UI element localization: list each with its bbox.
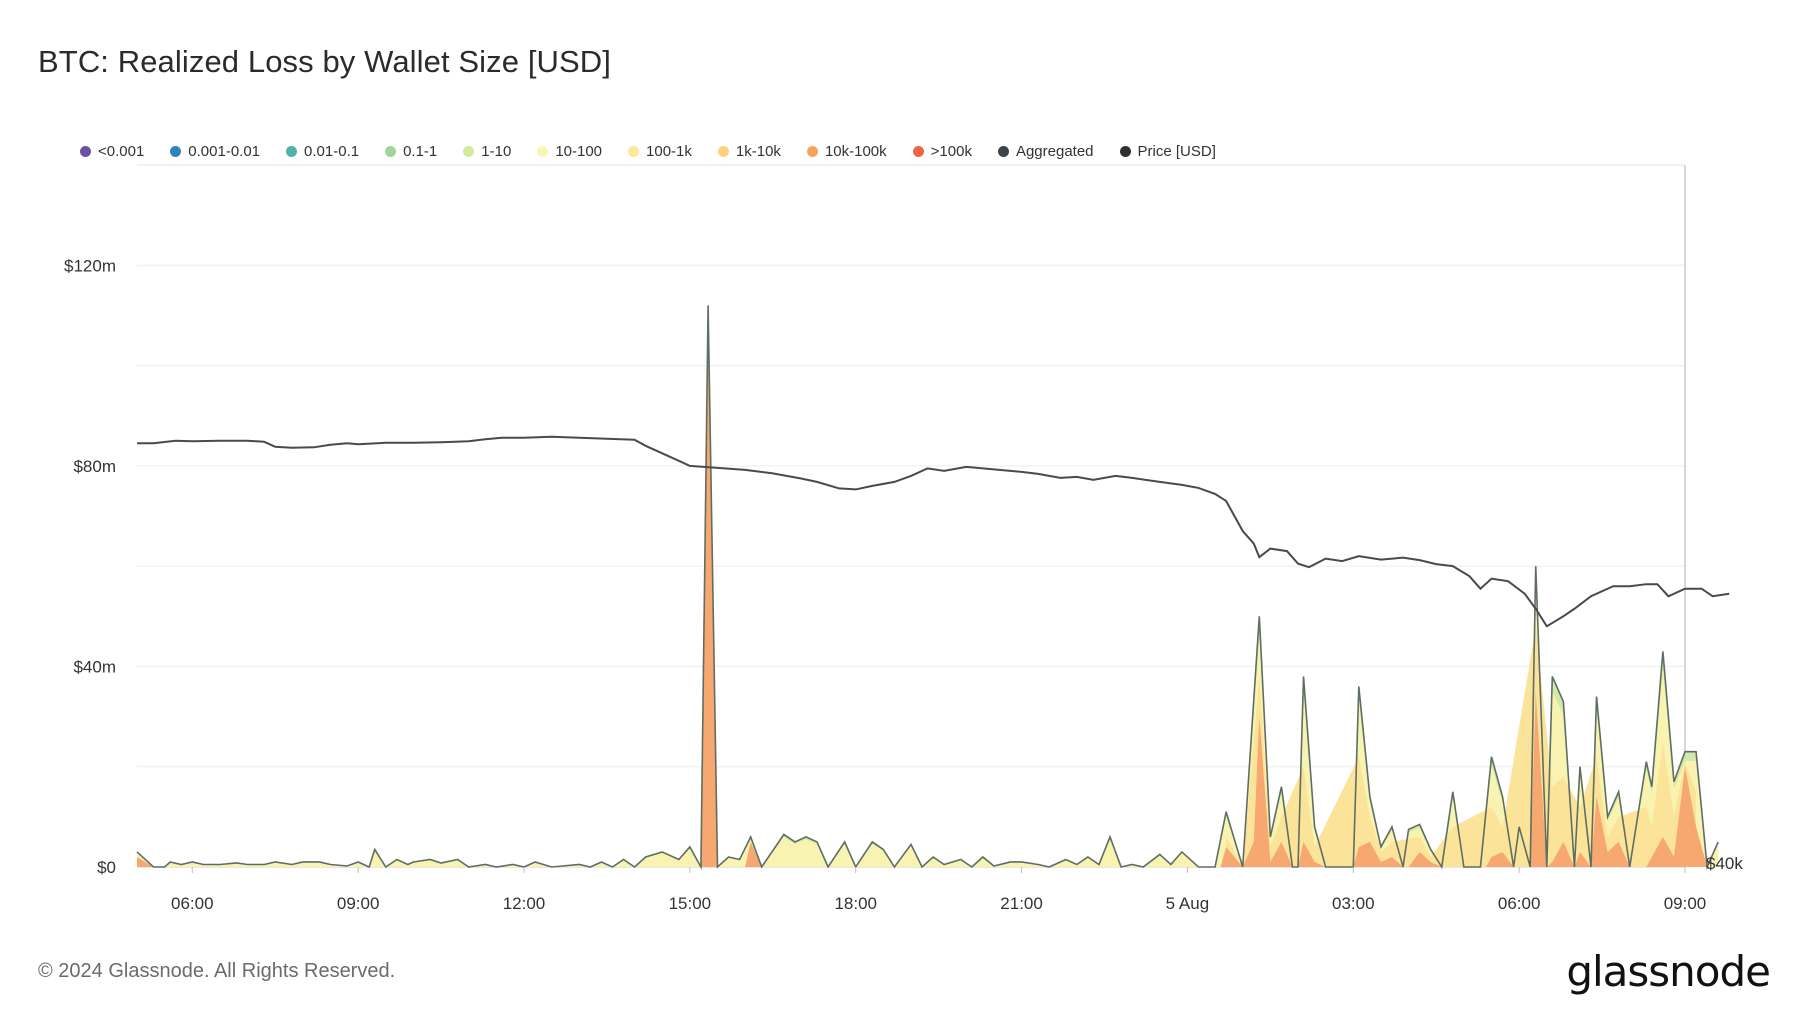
legend-label: 0.01-0.1 [304,142,360,160]
legend-dot [385,145,397,157]
legend-dot [717,145,729,157]
x-axis: 06:00 09:00 12:00 15:00 18:00 21:00 5 Aug 03:00… [171,867,1706,913]
legend-item-0-001-0-01[interactable]: 0.001-0.01 [170,143,260,160]
legend-dot [806,145,818,157]
legend-label: Aggregated [1015,142,1094,160]
area-1-10 [137,305,1719,867]
legend-label: 100-1k [646,142,692,160]
legend-dot [463,145,475,157]
legend-label: 0.001-0.01 [188,142,261,160]
y-right-tick-label: $40k [1706,854,1743,873]
legend-dot [80,145,91,157]
x-tick-label: 03:00 [1332,894,1375,913]
legend-item-100-1k[interactable]: 100-1k [628,143,692,160]
x-tick-label: 15:00 [669,894,712,913]
area-1k-10k [1226,626,1697,867]
legend-label: 10-100 [555,142,603,160]
copyright-text: © 2024 Glassnode. All Rights Reserved. [38,960,396,982]
area-10-100 [137,350,1719,867]
legend-item-10k-100k[interactable]: 10k-100k [806,142,887,160]
aggregated-line [136,305,1719,871]
legend-dot [170,145,182,157]
y-tick-label: $0 [97,858,116,877]
legend-item-1k-10k[interactable]: 1k-10k [717,142,781,160]
legend-label: 1-10 [481,142,512,160]
y-tick-label: $80m [73,457,116,476]
legend-label: <0.001 [98,142,145,160]
x-tick-label: 18:00 [834,894,877,913]
y-axis-left: $0 $40m $80m $120m [64,256,116,877]
x-tick-label: 12:00 [503,894,546,913]
y-tick-label: $40m [73,657,116,676]
x-tick-label: 06:00 [1498,894,1541,913]
legend-item-aggregated[interactable]: Aggregated [997,142,1094,160]
legend-item-0-01-0-1[interactable]: 0.01-0.1 [286,143,359,160]
legend-item-gt-100k[interactable]: >100k [912,142,972,160]
glassnode-logo: glassnode [1566,947,1771,996]
legend-label: Price [USD] [1137,142,1216,160]
chart-areas [137,305,1719,867]
legend-item-price[interactable]: Price [USD] [1119,142,1216,160]
legend-dot [628,145,640,157]
legend-label: >100k [930,142,972,160]
legend-item-1-10[interactable]: 1-10 [463,143,511,160]
legend-dot [1119,145,1131,157]
chart-legend: <0.001 0.001-0.01 0.01-0.1 0.1-1 1-10 10… [80,141,1242,161]
x-tick-label: 09:00 [337,894,380,913]
y-axis-right: $40k [1706,854,1743,873]
chart-canvas[interactable]: $0 $40m $80m $120m $40k 06:00 09:00 12:00 15:0… [0,0,1800,930]
area-10k-100k [137,305,1719,867]
chart-lines [136,305,1730,871]
legend-dot [912,145,924,157]
x-tick-label: 5 Aug [1166,894,1210,913]
legend-item-lt-0-001[interactable]: <0.001 [80,143,144,160]
legend-label: 1k-10k [735,142,781,160]
legend-label: 0.1-1 [403,142,438,160]
legend-label: 10k-100k [824,142,887,160]
legend-item-10-100[interactable]: 10-100 [537,143,602,160]
legend-dot [286,145,298,157]
legend-dot [997,145,1009,157]
x-tick-label: 09:00 [1664,894,1707,913]
price-line [137,435,1730,628]
x-tick-label: 06:00 [171,894,214,913]
legend-item-0-1-1[interactable]: 0.1-1 [385,143,437,160]
legend-dot [537,145,549,157]
grid-lines [137,164,1686,868]
chart-title: BTC: Realized Loss by Wallet Size [USD] [38,44,611,79]
y-tick-label: $120m [64,256,116,275]
x-tick-label: 21:00 [1000,894,1043,913]
